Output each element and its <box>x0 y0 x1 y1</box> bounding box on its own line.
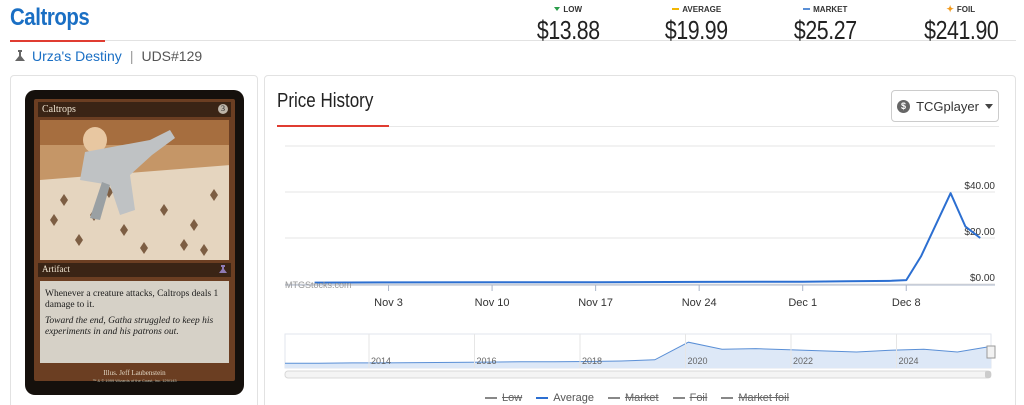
card-image-panel: Caltrops 3 <box>10 75 258 405</box>
navigator-scrollbar[interactable] <box>284 370 992 379</box>
price-average: AVERAGE $19.99 <box>658 4 735 46</box>
x-tick-label: Nov 10 <box>475 297 510 309</box>
price-value: $13.88 <box>536 15 600 45</box>
price-label: AVERAGE <box>682 4 722 14</box>
chart-watermark: MTGStocks.com <box>285 280 352 290</box>
legend-item-low[interactable]: Low <box>485 392 522 404</box>
legend-item-foil[interactable]: Foil <box>672 392 708 404</box>
price-summary: LOW $13.88 AVERAGE $19.99 MARKET $25.27 … <box>530 4 1006 46</box>
card-image-name: Caltrops <box>42 104 76 115</box>
price-market: MARKET $25.27 <box>787 4 864 46</box>
navigator-year-label: 2020 <box>688 356 708 366</box>
flavor-text: Toward the end, Gatha struggled to keep … <box>45 316 214 337</box>
legend-item-average[interactable]: Average <box>536 392 594 404</box>
x-tick-label: Nov 17 <box>578 297 613 309</box>
copyright-line: ™ & © 1999 Wizards of the Coast, Inc. 12… <box>92 378 177 383</box>
set-symbol-icon <box>219 265 227 273</box>
x-tick-label: Dec 8 <box>892 297 921 309</box>
title-underline <box>10 40 105 42</box>
price-value: $25.27 <box>793 15 857 45</box>
navigator-handle[interactable] <box>986 345 996 359</box>
price-label: FOIL <box>956 4 976 14</box>
card-text-box: Whenever a creature attacks, Caltrops de… <box>40 281 229 363</box>
y-tick-label: $0.00 <box>970 273 995 284</box>
navigator-year-label: 2016 <box>477 356 497 366</box>
legend-item-market-foil[interactable]: Market foil <box>721 392 789 404</box>
set-separator: | <box>129 48 134 64</box>
foil-star-icon: ✦ <box>946 3 954 14</box>
header-divider <box>105 40 1016 41</box>
legend-swatch <box>485 397 497 399</box>
chart-title-underline <box>277 125 389 127</box>
x-tick-label: Dec 1 <box>788 297 817 309</box>
legend-swatch <box>672 397 685 399</box>
price-low: LOW $13.88 <box>530 4 607 46</box>
illustrator-credit: Illus. Jeff Laubenstein <box>103 369 166 377</box>
card-image[interactable]: Caltrops 3 <box>25 90 244 395</box>
chart-legend: Low Average Market Foil Market foil <box>485 392 789 404</box>
mana-cost: 3 <box>218 104 228 114</box>
card-type-line: Artifact <box>42 264 70 274</box>
caret-down-icon <box>984 103 993 109</box>
x-tick-label: Nov 24 <box>682 297 717 309</box>
set-symbol-icon <box>15 50 25 61</box>
price-label: LOW <box>563 4 583 14</box>
legend-label: Market foil <box>738 392 790 404</box>
price-source-label: TCGplayer <box>916 98 979 114</box>
navigator-line <box>285 341 992 364</box>
y-tick-label: $20.00 <box>964 227 995 238</box>
card-title: Caltrops <box>10 4 90 31</box>
y-tick-label: $40.00 <box>964 181 995 192</box>
navigator-year-label: 2014 <box>371 356 391 366</box>
dash-icon <box>672 8 680 10</box>
legend-label: Average <box>553 392 594 404</box>
rules-text: Whenever a creature attacks, Caltrops de… <box>45 289 219 310</box>
price-label: MARKET <box>813 4 848 14</box>
legend-item-market[interactable]: Market <box>607 392 659 404</box>
set-name-link[interactable]: Urza's Destiny <box>32 48 122 64</box>
dash-icon <box>803 8 811 10</box>
chart-title-divider <box>389 126 999 127</box>
legend-label: Low <box>502 392 523 404</box>
legend-label: Foil <box>689 392 708 404</box>
navigator-year-label: 2024 <box>899 356 919 366</box>
legend-swatch <box>721 397 734 399</box>
dollar-icon: $ <box>897 99 911 113</box>
legend-label: Market <box>624 392 659 404</box>
navigator-year-label: 2022 <box>793 356 813 366</box>
navigator-scroll-thumb[interactable] <box>985 371 991 378</box>
legend-swatch <box>607 397 620 399</box>
card-artwork <box>40 120 229 260</box>
price-history-panel: Price History $ TCGplayer $0.00 $20.00 $40… <box>264 75 1016 405</box>
navigator-year-label: 2018 <box>582 356 602 366</box>
price-chart[interactable]: $0.00 $20.00 $40.00 Nov 3 Nov 10 Nov 17 Nov 2… <box>265 76 1015 386</box>
price-foil: ✦ FOIL $241.90 <box>916 4 1006 46</box>
x-tick-label: Nov 3 <box>374 297 403 309</box>
price-value: $19.99 <box>665 15 729 45</box>
down-triangle-icon <box>554 7 561 11</box>
card-artwork-illustration <box>40 120 229 260</box>
price-source-dropdown[interactable]: $ TCGplayer <box>891 90 999 122</box>
set-info: Urza's Destiny | UDS#129 <box>14 48 202 64</box>
legend-swatch <box>536 397 549 399</box>
price-value: $241.90 <box>923 15 999 45</box>
set-code: UDS#129 <box>141 48 203 64</box>
navigator-area <box>285 342 991 368</box>
chart-title: Price History <box>277 90 374 112</box>
